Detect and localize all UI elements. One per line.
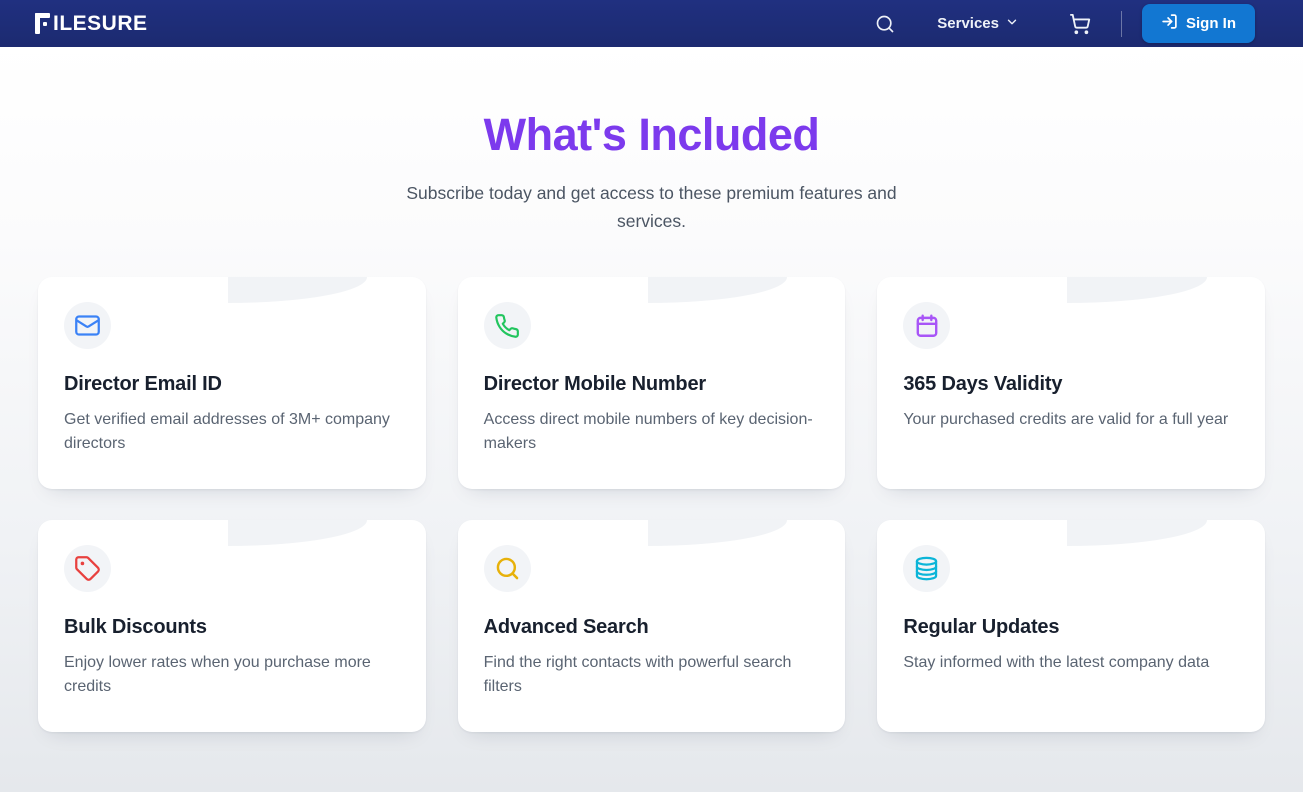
- feature-title: Advanced Search: [483, 616, 649, 638]
- phone-icon: [494, 313, 520, 339]
- search-icon: [875, 14, 895, 34]
- feature-card: 365 Days Validity Your purchased credits…: [877, 277, 1265, 489]
- feature-card: Regular Updates Stay informed with the l…: [877, 520, 1265, 732]
- hero-subtitle: Subscribe today and get access to these …: [406, 183, 897, 231]
- feature-icon-circle: [64, 302, 111, 349]
- feature-icon-circle: [483, 545, 531, 592]
- nav-divider: [1121, 10, 1122, 37]
- top-nav: ILESURE Services Sign In: [0, 0, 1303, 47]
- cart-button[interactable]: [1065, 9, 1095, 39]
- tag-icon: [74, 555, 101, 582]
- feature-icon-circle: [903, 545, 951, 592]
- feature-description: Access direct mobile numbers of key deci…: [483, 411, 813, 452]
- chevron-down-icon: [1005, 15, 1019, 33]
- feature-title: Director Email ID: [64, 373, 222, 395]
- sign-in-button[interactable]: Sign In: [1142, 4, 1255, 43]
- card-decoration: [1067, 277, 1207, 303]
- feature-description: Stay informed with the latest company da…: [903, 654, 1210, 671]
- feature-description: Find the right contacts with powerful se…: [483, 654, 792, 695]
- card-decoration: [647, 277, 788, 303]
- feature-icon-circle: [903, 302, 951, 349]
- feature-title: Regular Updates: [903, 616, 1060, 638]
- feature-title: Bulk Discounts: [64, 616, 207, 638]
- logo-text: ILESURE: [53, 11, 148, 35]
- card-decoration: [227, 277, 368, 303]
- brand-logo[interactable]: ILESURE: [35, 12, 148, 36]
- feature-title: 365 Days Validity: [903, 373, 1063, 395]
- services-label: Services: [937, 15, 999, 32]
- logo-f-glyph: [35, 13, 50, 34]
- shopping-cart-icon: [1069, 13, 1091, 35]
- sign-in-label: Sign In: [1186, 15, 1236, 32]
- database-icon: [913, 555, 940, 582]
- feature-description: Get verified email addresses of 3M+ comp…: [64, 411, 390, 452]
- feature-title: Director Mobile Number: [483, 373, 707, 395]
- main-content: What's Included Subscribe today and get …: [0, 47, 1303, 732]
- card-decoration: [227, 520, 368, 546]
- feature-card: Advanced Search Find the right contacts …: [457, 520, 846, 732]
- feature-card: Director Mobile Number Access direct mob…: [457, 277, 846, 489]
- services-menu[interactable]: Services: [937, 15, 1019, 33]
- card-decoration: [1067, 520, 1207, 546]
- feature-icon-circle: [64, 545, 111, 592]
- features-grid: Director Email ID Get verified email add…: [0, 277, 1303, 732]
- hero-section: What's Included Subscribe today and get …: [0, 47, 1303, 235]
- card-decoration: [647, 520, 788, 546]
- search-button[interactable]: [871, 10, 899, 38]
- nav-actions: Services Sign In: [871, 4, 1255, 43]
- feature-card: Bulk Discounts Enjoy lower rates when yo…: [38, 520, 426, 732]
- feature-description: Your purchased credits are valid for a f…: [903, 411, 1229, 428]
- feature-card: Director Email ID Get verified email add…: [38, 277, 426, 489]
- search-icon: [494, 555, 521, 582]
- log-in-icon: [1161, 13, 1178, 34]
- feature-description: Enjoy lower rates when you purchase more…: [64, 654, 371, 695]
- feature-icon-circle: [483, 302, 531, 349]
- page-title: What's Included: [483, 109, 820, 160]
- mail-icon: [74, 312, 101, 339]
- calendar-icon: [914, 313, 940, 339]
